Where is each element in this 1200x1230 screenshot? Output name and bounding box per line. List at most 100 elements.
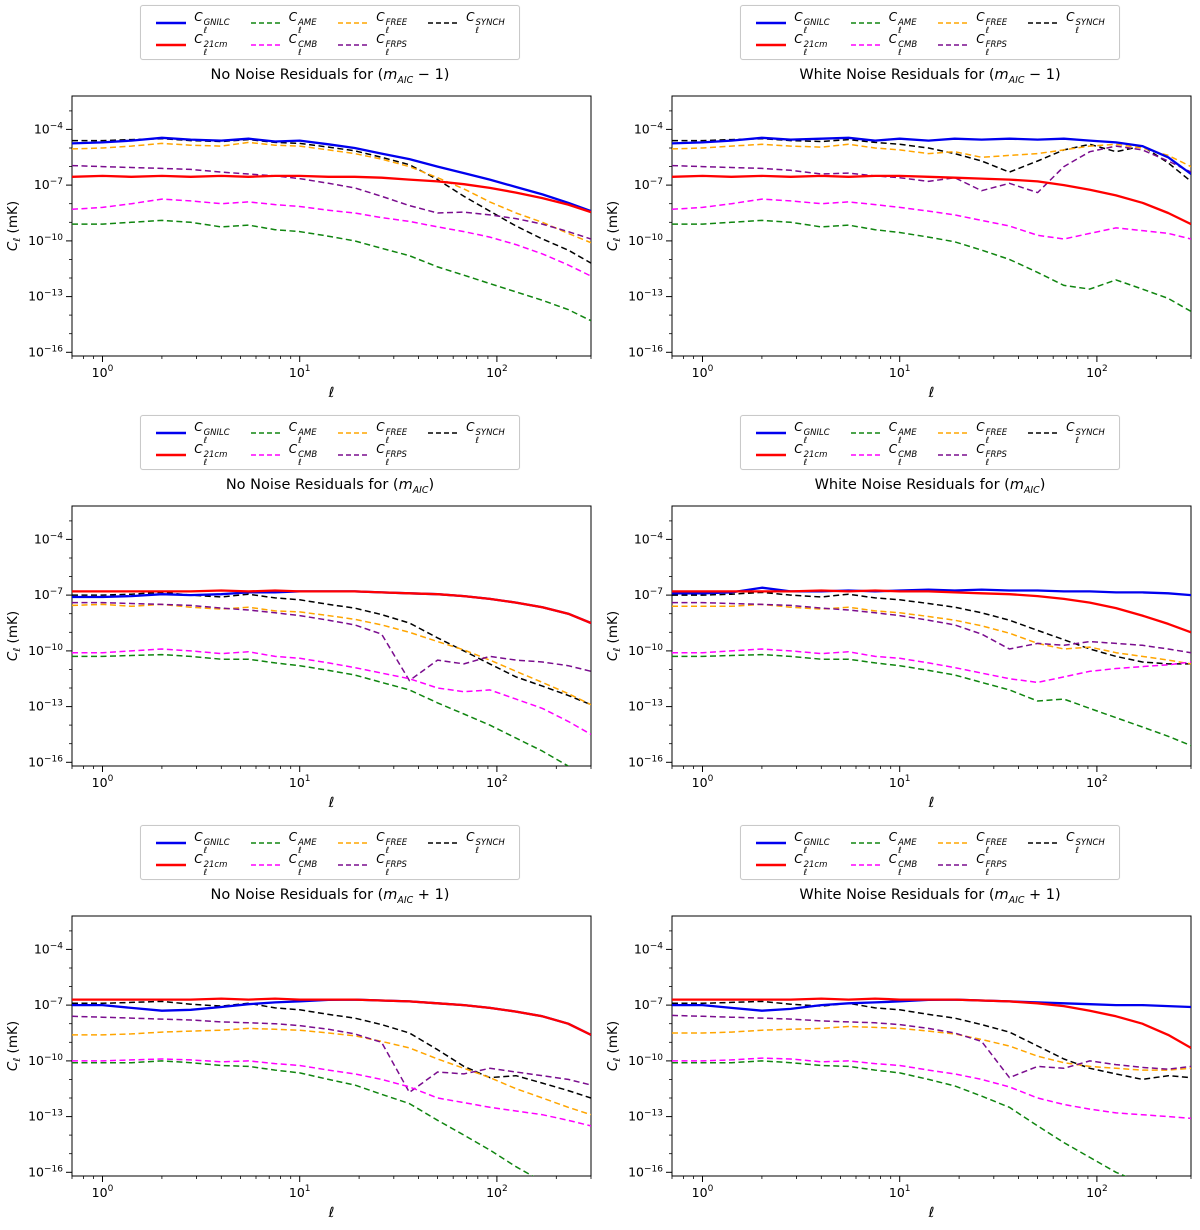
legend-swatch-21cm-line-icon xyxy=(156,43,187,46)
legend-label-gnilc: C GNILC ℓ xyxy=(794,10,830,35)
y-label-sub: ℓ xyxy=(612,1058,623,1062)
y-tick-exponent: −16 xyxy=(644,344,663,354)
legend-label-base: C xyxy=(194,441,203,456)
plot-frame xyxy=(71,505,592,767)
panel-title: No Noise Residuals for (mAIC) xyxy=(226,477,434,496)
legend-label-subsup: GNILC ℓ xyxy=(204,428,230,445)
legend-item-gnilc: C GNILC ℓ xyxy=(155,830,230,855)
y-label-base: C xyxy=(5,241,21,251)
panel-title: No Noise Residuals for (mAIC + 1) xyxy=(211,887,450,906)
panel-white-noise-m-minus-1: C GNILC ℓ C 21cm ℓ C AME ℓ C CMB ℓ C FREE ℓ C FRPS ℓ C SYNC… xyxy=(600,0,1200,410)
legend-label-sup: FREE xyxy=(985,837,1008,848)
legend-label-sup: AME xyxy=(898,17,917,28)
y-tick-label: 10−7 xyxy=(34,177,63,192)
legend-swatch-synch-line-icon xyxy=(1028,431,1059,434)
legend-label-subsup: FREE ℓ xyxy=(985,428,1008,446)
x-tick-exponent: 2 xyxy=(502,774,508,784)
legend-swatch-frps-line-icon xyxy=(938,43,969,46)
y-tick-exponent: −4 xyxy=(650,531,664,541)
x-tick-label: 102 xyxy=(1086,774,1108,790)
y-axis-label: Cℓ (mK) xyxy=(605,201,623,251)
y-tick-label: 10−13 xyxy=(28,288,63,303)
x-tick-exponent: 0 xyxy=(108,1184,114,1194)
y-tick-label: 10−16 xyxy=(628,754,663,769)
legend-label-base: C xyxy=(794,851,803,866)
legend-label-frps: C FRPS ℓ xyxy=(376,852,407,877)
y-tick-base: 10 xyxy=(634,531,650,546)
legend-item-ame: C AME ℓ xyxy=(850,420,918,445)
series-synch-line xyxy=(72,591,591,706)
legend-label-subsup: AME ℓ xyxy=(298,428,317,445)
y-label-sub: ℓ xyxy=(612,648,623,652)
legend-label-synch: C SYNCH ℓ xyxy=(466,830,505,855)
y-label-suffix: (mK) xyxy=(5,201,21,238)
legend-label-base: C xyxy=(376,31,385,46)
title-pre: No Noise Residuals for ( xyxy=(210,887,384,903)
legend-label-sup: CMB xyxy=(898,449,918,460)
y-tick-exponent: −13 xyxy=(44,1108,63,1118)
panel-no-noise-m-minus-1: C GNILC ℓ C 21cm ℓ C AME ℓ C CMB ℓ C FREE ℓ C FRPS ℓ C SYNC… xyxy=(0,0,600,410)
legend-label-subsup: CMB ℓ xyxy=(298,450,317,467)
legend-label-ame: C AME ℓ xyxy=(889,420,917,445)
y-label-sub: ℓ xyxy=(12,648,23,652)
y-tick-base: 10 xyxy=(34,997,50,1012)
legend-label-sub: ℓ xyxy=(385,845,390,856)
legend-label-21cm: C 21cm ℓ xyxy=(194,442,227,467)
x-tick-base: 10 xyxy=(486,365,502,380)
y-tick-base: 10 xyxy=(628,344,644,359)
legend-label-base: C xyxy=(888,441,898,456)
y-label-base: C xyxy=(5,651,21,661)
legend-label-subsup: SYNCH ℓ xyxy=(476,18,505,35)
legend-label-base: C xyxy=(976,829,985,844)
legend-swatch-ame-line-icon xyxy=(850,841,881,844)
y-label-suffix: (mK) xyxy=(605,1021,621,1058)
legend-swatch-21cm-line-icon xyxy=(756,453,787,456)
title-post: + 1) xyxy=(413,887,450,903)
legend-item-gnilc: C GNILC ℓ xyxy=(155,10,230,35)
legend-label-subsup: FRPS ℓ xyxy=(385,449,407,468)
y-tick-exponent: −10 xyxy=(644,233,663,243)
series-cmb-line xyxy=(72,1058,591,1127)
legend-swatch-gnilc-line-icon xyxy=(756,431,787,434)
x-tick-base: 10 xyxy=(486,1185,502,1200)
legend-label-synch: C SYNCH ℓ xyxy=(1066,830,1105,855)
legend-label-base: C xyxy=(1066,9,1075,24)
legend-swatch-ame-line-icon xyxy=(250,21,281,24)
title-subscript: AIC xyxy=(1008,894,1025,906)
legend-label-sub: ℓ xyxy=(385,457,390,468)
series-synch-line xyxy=(672,1000,1191,1081)
series-ame-line xyxy=(72,1060,535,1176)
legend: C GNILC ℓ C 21cm ℓ C AME ℓ C CMB ℓ C FREE ℓ C FRPS ℓ C SYNC… xyxy=(740,5,1120,60)
y-tick-exponent: −16 xyxy=(644,754,663,764)
x-tick-exponent: 1 xyxy=(305,1184,311,1194)
legend-item-21cm: C 21cm ℓ xyxy=(755,442,830,467)
legend-label-sup: 21cm xyxy=(203,39,228,50)
y-tick-label: 10−13 xyxy=(28,1108,63,1123)
legend-label-subsup: FREE ℓ xyxy=(385,838,408,856)
legend-swatch-free-line-icon xyxy=(938,431,969,434)
legend-label-sup: AME xyxy=(898,837,917,848)
x-tick-exponent: 0 xyxy=(708,774,714,784)
y-tick-base: 10 xyxy=(628,754,644,769)
legend-label-sup: FRPS xyxy=(385,449,407,460)
legend-label-base: C xyxy=(288,9,298,24)
legend-label-frps: C FRPS ℓ xyxy=(976,852,1007,877)
y-axis-label: Cℓ (mK) xyxy=(5,611,23,661)
legend-label-sup: FREE xyxy=(385,17,408,28)
legend-item-21cm: C 21cm ℓ xyxy=(155,442,230,467)
legend-label-sub: ℓ xyxy=(803,845,808,856)
legend-swatch-cmb-line-icon xyxy=(850,453,881,456)
y-label-suffix: (mK) xyxy=(5,611,21,648)
legend-label-sub: ℓ xyxy=(985,435,990,446)
legend-label-sup: FREE xyxy=(985,17,1008,28)
y-label-sub: ℓ xyxy=(12,238,23,242)
y-tick-label: 10−16 xyxy=(28,754,63,769)
title-subscript: AIC xyxy=(397,74,414,86)
x-tick-base: 10 xyxy=(889,1185,905,1200)
series-gnilc-line xyxy=(72,136,591,213)
legend-item-21cm: C 21cm ℓ xyxy=(755,32,830,57)
y-tick-exponent: −13 xyxy=(44,698,63,708)
y-label-suffix: (mK) xyxy=(605,201,621,238)
x-axis-label: ℓ xyxy=(928,795,935,811)
x-tick-exponent: 1 xyxy=(905,364,911,374)
